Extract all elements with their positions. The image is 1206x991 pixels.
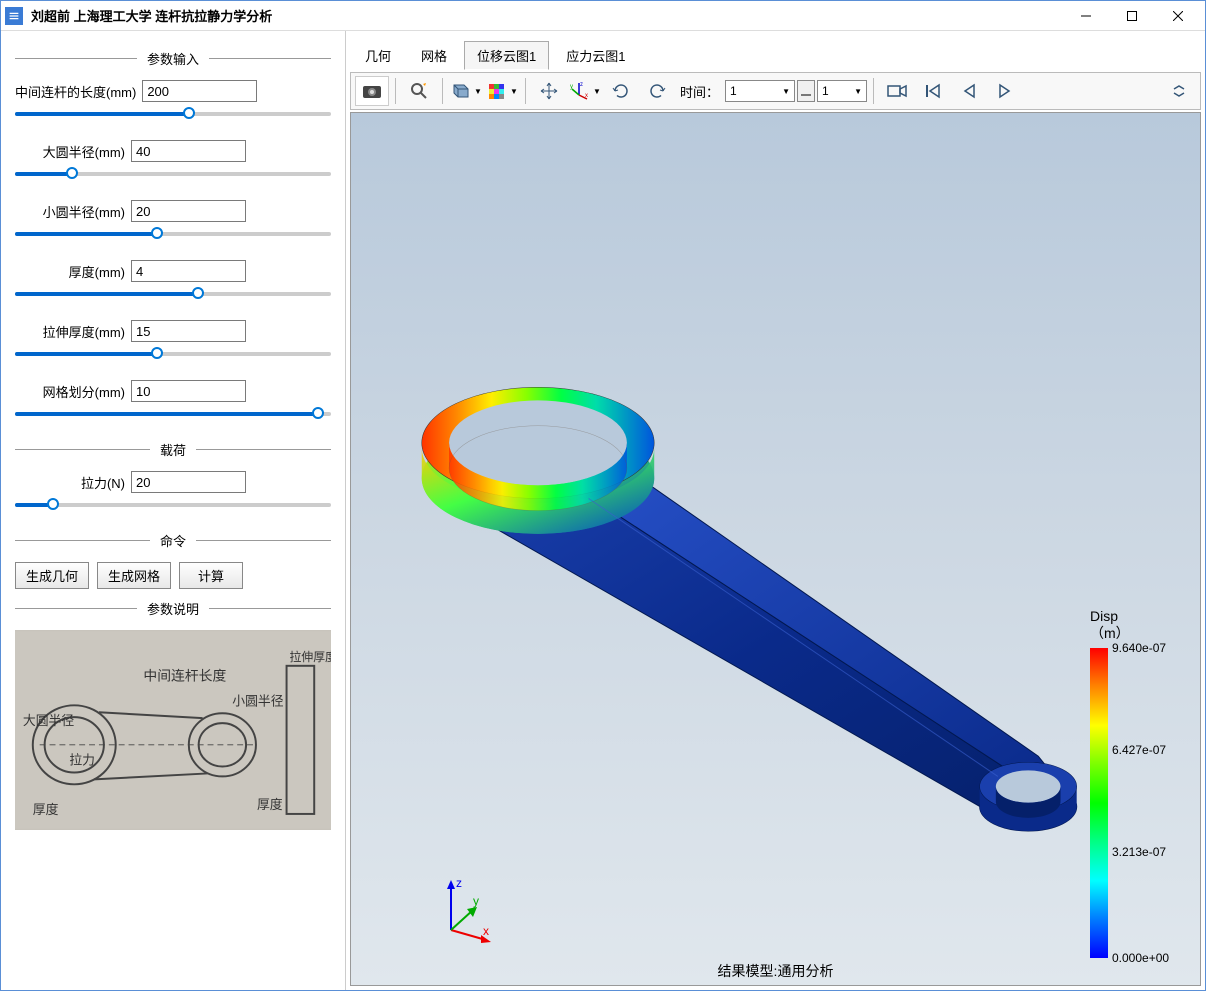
legend-tick: 9.640e-07 bbox=[1112, 641, 1166, 655]
camera-icon[interactable] bbox=[880, 76, 914, 106]
time-select[interactable]: 1▼ bbox=[725, 80, 795, 102]
svg-text:中间连杆长度: 中间连杆长度 bbox=[143, 668, 226, 684]
field-label: 拉力(N) bbox=[15, 473, 125, 492]
small-radius-input[interactable] bbox=[131, 200, 246, 222]
tab-stress[interactable]: 应力云图1 bbox=[553, 41, 638, 70]
command-buttons: 生成几何 生成网格 计算 bbox=[15, 562, 331, 589]
axis-triad-icon: z x y bbox=[431, 875, 501, 945]
big-radius-slider[interactable] bbox=[15, 166, 331, 182]
content-area: 参数输入 中间连杆的长度(mm) 大圆半径(mm) 小圆半径(mm bbox=[1, 31, 1205, 990]
display-mode-button[interactable]: ▼ bbox=[449, 76, 483, 106]
field-label: 拉伸厚度(mm) bbox=[15, 322, 125, 341]
step-select[interactable]: 1▼ bbox=[817, 80, 867, 102]
field-small-radius: 小圆半径(mm) bbox=[15, 200, 331, 242]
svg-text:x: x bbox=[585, 93, 588, 99]
window-title: 刘超前 上海理工大学 连杆抗拉静力学分析 bbox=[31, 6, 1063, 25]
compute-button[interactable]: 计算 bbox=[179, 562, 243, 589]
svg-text:y: y bbox=[570, 84, 573, 90]
force-slider[interactable] bbox=[15, 497, 331, 513]
legend-title: Disp（m） bbox=[1090, 608, 1180, 642]
generate-geometry-button[interactable]: 生成几何 bbox=[15, 562, 89, 589]
zoom-fit-button[interactable] bbox=[402, 76, 436, 106]
snapshot-button[interactable] bbox=[355, 76, 389, 106]
step-toggle-button[interactable] bbox=[797, 80, 815, 102]
svg-text:小圆半径: 小圆半径 bbox=[232, 693, 283, 708]
titlebar: 刘超前 上海理工大学 连杆抗拉静力学分析 bbox=[1, 1, 1205, 31]
first-frame-button[interactable] bbox=[916, 76, 950, 106]
field-length: 中间连杆的长度(mm) bbox=[15, 80, 331, 122]
field-label: 大圆半径(mm) bbox=[15, 142, 125, 161]
prev-frame-button[interactable] bbox=[952, 76, 986, 106]
svg-text:z: z bbox=[580, 82, 583, 88]
result-model-label: 结果模型:通用分析 bbox=[718, 961, 834, 981]
extrude-slider[interactable] bbox=[15, 346, 331, 362]
rotate-cw-button[interactable] bbox=[640, 76, 674, 106]
axis-view-button[interactable]: zxy▼ bbox=[568, 76, 602, 106]
svg-text:x: x bbox=[483, 924, 489, 938]
svg-text:拉伸厚度: 拉伸厚度 bbox=[290, 650, 331, 664]
field-label: 小圆半径(mm) bbox=[15, 202, 125, 221]
expand-icon[interactable] bbox=[1162, 76, 1196, 106]
legend-tick: 0.000e+00 bbox=[1112, 951, 1169, 965]
section-header-desc: 参数说明 bbox=[15, 599, 331, 618]
svg-text:厚度: 厚度 bbox=[257, 797, 283, 812]
field-label: 厚度(mm) bbox=[15, 262, 125, 281]
field-extrude: 拉伸厚度(mm) bbox=[15, 320, 331, 362]
field-force: 拉力(N) bbox=[15, 471, 331, 513]
svg-text:厚度: 厚度 bbox=[33, 802, 59, 817]
length-slider[interactable] bbox=[15, 106, 331, 122]
small-radius-slider[interactable] bbox=[15, 226, 331, 242]
color-cube-button[interactable]: ▼ bbox=[485, 76, 519, 106]
field-thickness: 厚度(mm) bbox=[15, 260, 331, 302]
svg-text:大圆半径: 大圆半径 bbox=[23, 713, 74, 728]
big-radius-input[interactable] bbox=[131, 140, 246, 162]
viewport-3d[interactable]: Disp（m） 9.640e-07 6.427e-07 3.213e-07 0.… bbox=[350, 112, 1201, 986]
section-header-params: 参数输入 bbox=[15, 49, 331, 68]
maximize-button[interactable] bbox=[1109, 2, 1155, 30]
section-header-commands: 命令 bbox=[15, 531, 331, 550]
mesh-input[interactable] bbox=[131, 380, 246, 402]
app-icon bbox=[5, 7, 23, 25]
time-label: 时间： bbox=[676, 82, 723, 101]
thickness-input[interactable] bbox=[131, 260, 246, 282]
legend-tick: 3.213e-07 bbox=[1112, 845, 1166, 859]
minimize-button[interactable] bbox=[1063, 2, 1109, 30]
field-label: 网格划分(mm) bbox=[15, 382, 125, 401]
color-legend: Disp（m） 9.640e-07 6.427e-07 3.213e-07 0.… bbox=[1090, 608, 1180, 958]
field-label: 中间连杆的长度(mm) bbox=[15, 82, 136, 101]
pan-button[interactable] bbox=[532, 76, 566, 106]
viewport-toolbar: ▼ ▼ zxy▼ 时间： 1▼ 1▼ bbox=[350, 72, 1201, 110]
tab-geometry[interactable]: 几何 bbox=[352, 41, 404, 70]
app-window: 刘超前 上海理工大学 连杆抗拉静力学分析 参数输入 中间连杆的长度(mm) bbox=[0, 0, 1206, 991]
svg-text:z: z bbox=[456, 876, 462, 890]
play-button[interactable] bbox=[988, 76, 1022, 106]
tab-displacement[interactable]: 位移云图1 bbox=[464, 41, 549, 70]
field-big-radius: 大圆半径(mm) bbox=[15, 140, 331, 182]
field-mesh: 网格划分(mm) bbox=[15, 380, 331, 422]
window-controls bbox=[1063, 2, 1201, 30]
generate-mesh-button[interactable]: 生成网格 bbox=[97, 562, 171, 589]
model-render bbox=[351, 113, 1200, 985]
parameter-diagram: 中间连杆长度 大圆半径 小圆半径 拉力 厚度 厚度 拉伸厚度 bbox=[15, 630, 331, 830]
svg-text:y: y bbox=[473, 894, 479, 908]
legend-colorbar bbox=[1090, 648, 1108, 958]
length-input[interactable] bbox=[142, 80, 257, 102]
sidebar: 参数输入 中间连杆的长度(mm) 大圆半径(mm) 小圆半径(mm bbox=[1, 31, 346, 990]
svg-text:拉力: 拉力 bbox=[69, 753, 95, 768]
thickness-slider[interactable] bbox=[15, 286, 331, 302]
close-button[interactable] bbox=[1155, 2, 1201, 30]
tab-mesh[interactable]: 网格 bbox=[408, 41, 460, 70]
extrude-input[interactable] bbox=[131, 320, 246, 342]
force-input[interactable] bbox=[131, 471, 246, 493]
section-header-load: 载荷 bbox=[15, 440, 331, 459]
main-panel: 几何 网格 位移云图1 应力云图1 ▼ ▼ zxy▼ 时间： 1▼ bbox=[346, 31, 1205, 990]
rotate-ccw-button[interactable] bbox=[604, 76, 638, 106]
mesh-slider[interactable] bbox=[15, 406, 331, 422]
legend-tick: 6.427e-07 bbox=[1112, 743, 1166, 757]
view-tabs: 几何 网格 位移云图1 应力云图1 bbox=[346, 31, 1205, 70]
